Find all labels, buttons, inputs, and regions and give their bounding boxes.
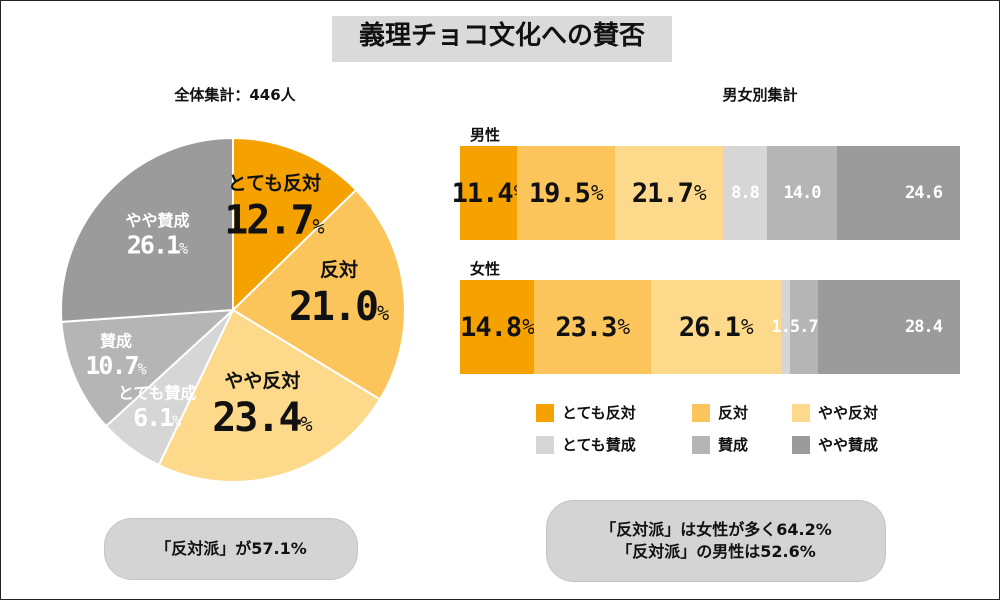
legend-label-5: 賛成 xyxy=(718,436,749,454)
legend-swatch-4 xyxy=(536,435,554,454)
female-bar-segment-1: 14.8% xyxy=(460,280,535,374)
male-bar-segment-5: 14.0 xyxy=(767,146,837,240)
legend-item-4: とても賛成 xyxy=(536,434,636,455)
male-bar-segment-4: 8.8 xyxy=(723,146,767,240)
female-bar-segment-3: 26.1% xyxy=(650,280,781,374)
legend: とても反対 反対 やや反対とても賛成 賛成 やや賛成 xyxy=(536,402,916,462)
legend-swatch-5 xyxy=(692,435,710,454)
male-stacked-bar: 11.4%19.5%21.7%8.814.024.6 xyxy=(452,146,960,240)
legend-swatch-1 xyxy=(536,403,554,422)
pie-slice-1 xyxy=(232,136,358,313)
legend-item-2: 反対 xyxy=(692,402,748,423)
gender-note-line-1: 「反対派」は女性が多く64.2% xyxy=(600,520,832,539)
legend-label-1: とても反対 xyxy=(562,404,636,422)
gender-note: 「反対派」は女性が多く64.2% 「反対派」の男性は52.6% xyxy=(546,500,886,582)
legend-swatch-3 xyxy=(792,403,810,422)
male-bar-segment-6: 24.6 xyxy=(837,146,960,240)
legend-label-3: やや反対 xyxy=(818,404,879,422)
female-bar-segment-4: 1.7 xyxy=(771,280,800,374)
gender-subtitle: 男女別集計 xyxy=(722,86,798,104)
pie-category-label-1: とても反対 xyxy=(228,172,321,195)
pie-value-label-2: 21.0% xyxy=(289,284,389,330)
pie-slice-3 xyxy=(157,308,382,483)
page-title: 義理チョコ文化への賛否 xyxy=(358,21,645,51)
title-band xyxy=(332,16,672,62)
legend-swatch-6 xyxy=(792,435,810,454)
pie-value-label-4: 6.1% xyxy=(133,403,181,432)
gender-note-line-2: 「反対派」の男性は52.6% xyxy=(616,542,816,561)
pie-value-label-6: 26.1% xyxy=(127,230,188,259)
pie-slice-6 xyxy=(60,136,234,323)
pie-value-label-5: 10.7% xyxy=(85,351,146,380)
pie-slice-5 xyxy=(60,308,236,428)
legend-label-6: やや賛成 xyxy=(818,436,879,454)
legend-swatch-2 xyxy=(692,403,710,422)
pie-slice-2 xyxy=(231,188,406,401)
female-bar-segment-2: 23.3% xyxy=(534,280,651,374)
female-bar-segment-6: 28.4 xyxy=(818,280,960,374)
pie-category-label-3: やや反対 xyxy=(224,369,300,392)
overall-note: 「反対派」が57.1% xyxy=(104,518,358,580)
legend-item-5: 賛成 xyxy=(692,434,748,455)
male-label: 男性 xyxy=(470,126,501,144)
pie-value-label-1: 12.7% xyxy=(224,198,324,244)
male-bar-segment-3: 21.7% xyxy=(614,146,723,240)
pie-category-label-5: 賛成 xyxy=(100,331,132,350)
overall-subtitle: 全体集計：446人 xyxy=(174,86,296,104)
legend-item-6: やや賛成 xyxy=(792,434,878,455)
pie-value-label-3: 23.4% xyxy=(212,395,312,441)
legend-item-1: とても反対 xyxy=(536,402,636,423)
female-label: 女性 xyxy=(470,260,501,278)
male-bar-segment-1: 11.4% xyxy=(452,146,526,240)
male-bar-segment-2: 19.5% xyxy=(517,146,615,240)
pie-category-label-2: 反対 xyxy=(320,258,358,281)
female-stacked-bar: 14.8% 23.3% 26.1% 1.7 5.7 28.4 xyxy=(460,280,960,374)
pie-category-label-6: やや賛成 xyxy=(125,211,189,230)
female-bar-segment-5: 5.7 xyxy=(789,280,819,374)
legend-item-3: やや反対 xyxy=(792,402,878,423)
legend-label-4: とても賛成 xyxy=(562,436,636,454)
overall-note-text: 「反対派」が57.1% xyxy=(155,539,307,558)
legend-label-2: 反対 xyxy=(718,404,749,422)
pie-category-label-4: とても賛成 xyxy=(118,384,197,403)
